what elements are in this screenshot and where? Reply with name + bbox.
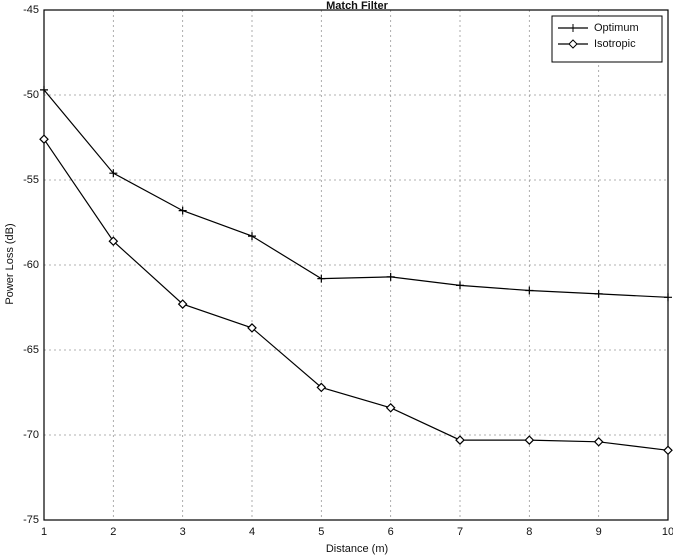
- legend-box: [551, 15, 663, 63]
- chart-title: Match Filter: [326, 0, 388, 12]
- marker: [664, 293, 672, 302]
- marker: [317, 274, 326, 283]
- y-axis-label: Power Loss (dB): [4, 223, 16, 304]
- y-tick-label: -75: [23, 514, 39, 526]
- legend-marker: [569, 24, 577, 32]
- marker: [525, 286, 534, 295]
- marker: [247, 323, 257, 333]
- y-tick-label: -60: [23, 259, 39, 271]
- marker: [385, 402, 396, 413]
- marker: [108, 236, 119, 247]
- x-tick-label: 6: [388, 526, 394, 538]
- marker: [39, 134, 49, 145]
- marker: [456, 281, 464, 290]
- marker: [455, 435, 465, 445]
- legend-label: Optimum: [594, 22, 639, 34]
- y-tick-label: -65: [23, 344, 39, 356]
- x-tick-label: 1: [41, 526, 47, 538]
- marker: [178, 206, 187, 215]
- x-tick-label: 8: [526, 526, 532, 538]
- marker: [524, 435, 535, 445]
- marker: [593, 436, 604, 447]
- marker: [663, 445, 673, 456]
- marker: [386, 272, 395, 281]
- marker: [248, 232, 256, 241]
- plot-frame: [43, 9, 669, 521]
- x-tick-label: 9: [596, 526, 602, 538]
- x-tick-label: 5: [318, 526, 324, 538]
- marker: [316, 382, 327, 393]
- y-tick-label: -70: [23, 429, 39, 441]
- legend-marker: [568, 39, 578, 49]
- y-tick-label: -50: [23, 89, 39, 101]
- marker: [177, 299, 188, 309]
- y-tick-label: -55: [23, 174, 39, 186]
- series-line: [43, 138, 669, 451]
- marker: [40, 85, 48, 94]
- marker: [109, 169, 118, 178]
- x-tick-label: 3: [180, 526, 186, 538]
- x-axis-label: Distance (m): [326, 543, 388, 555]
- series-line: [43, 89, 669, 298]
- y-tick-label: -45: [23, 4, 39, 16]
- marker: [594, 289, 603, 298]
- x-tick-label: 7: [457, 526, 463, 538]
- x-tick-label: 2: [110, 526, 116, 538]
- x-tick-label: 4: [249, 526, 255, 538]
- x-tick-label: 10: [662, 526, 673, 538]
- legend-label: Isotropic: [594, 38, 636, 50]
